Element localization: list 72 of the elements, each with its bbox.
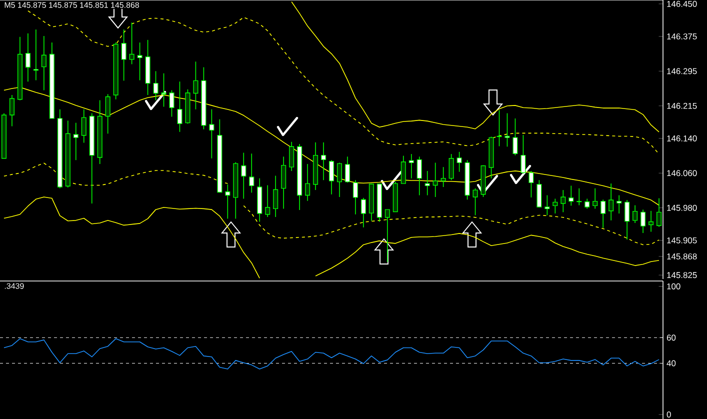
candlestick <box>632 204 638 224</box>
candlestick <box>592 188 598 210</box>
candlestick <box>576 188 582 206</box>
candlestick <box>33 29 38 81</box>
candlestick <box>305 164 310 202</box>
candlestick <box>25 33 30 82</box>
candlestick <box>9 94 14 127</box>
y-tick-label: 146.060 <box>667 170 697 176</box>
y-tick-label: 145.980 <box>667 204 697 211</box>
y-tick-label: 145.868 <box>667 253 697 260</box>
y-tick-label: 146.450 <box>667 0 697 7</box>
candlestick <box>81 108 86 144</box>
candlestick <box>440 166 446 188</box>
candlestick <box>568 185 574 206</box>
candlestick <box>448 154 454 180</box>
candlestick <box>608 183 614 221</box>
candlestick <box>408 154 414 179</box>
candlestick <box>400 155 406 184</box>
y-tick-label: 60 <box>666 334 676 341</box>
candlestick <box>225 184 230 220</box>
y-tick-label: 146.215 <box>667 102 697 109</box>
candlestick <box>624 200 630 240</box>
candlestick <box>177 81 182 132</box>
candlestick <box>321 142 326 180</box>
candlestick <box>496 110 502 147</box>
candlestick <box>249 153 254 194</box>
y-tick-label: 146.140 <box>667 135 697 142</box>
candlestick <box>209 108 214 159</box>
candlestick <box>121 29 126 82</box>
candlestick <box>281 156 286 210</box>
candlestick <box>648 210 654 232</box>
y-tick-label: 145.905 <box>667 237 697 244</box>
candlestick <box>584 198 590 210</box>
candlestick <box>528 170 534 198</box>
candlestick <box>169 90 174 118</box>
candlestick <box>336 162 342 198</box>
candlestick <box>360 197 366 228</box>
candlestick <box>129 22 134 65</box>
candlestick <box>616 194 622 214</box>
candlestick <box>137 42 142 81</box>
candlestick <box>600 199 606 228</box>
candlestick <box>552 198 558 214</box>
candlestick <box>328 160 334 195</box>
candlestick <box>384 209 390 262</box>
candlestick <box>105 94 110 134</box>
candlestick <box>560 190 566 213</box>
candlestick <box>416 156 422 196</box>
candlestick <box>273 175 278 218</box>
candlestick <box>640 209 646 234</box>
candlestick <box>432 162 438 198</box>
y-tick-label: 145.825 <box>667 272 697 278</box>
candlestick <box>193 61 198 110</box>
candlestick <box>265 184 270 218</box>
candlestick <box>352 180 358 215</box>
candlestick <box>289 141 294 172</box>
candlestick <box>424 170 430 196</box>
y-tick-label: 146.375 <box>667 33 697 40</box>
y-tick-label: 146.295 <box>667 68 697 74</box>
candlestick <box>73 122 78 161</box>
y-tick-label: 0 <box>666 412 671 418</box>
candlestick <box>544 194 550 216</box>
candlestick <box>656 198 662 228</box>
candlestick <box>241 152 246 200</box>
y-tick-label: 100 <box>667 283 680 290</box>
candlestick <box>456 151 462 172</box>
y-tick-label: 40 <box>666 360 676 366</box>
candlestick <box>472 188 478 216</box>
candlestick <box>504 112 510 148</box>
candlestick <box>512 118 518 156</box>
candlestick <box>536 180 542 208</box>
candlestick <box>344 156 350 184</box>
candlestick <box>41 36 46 91</box>
